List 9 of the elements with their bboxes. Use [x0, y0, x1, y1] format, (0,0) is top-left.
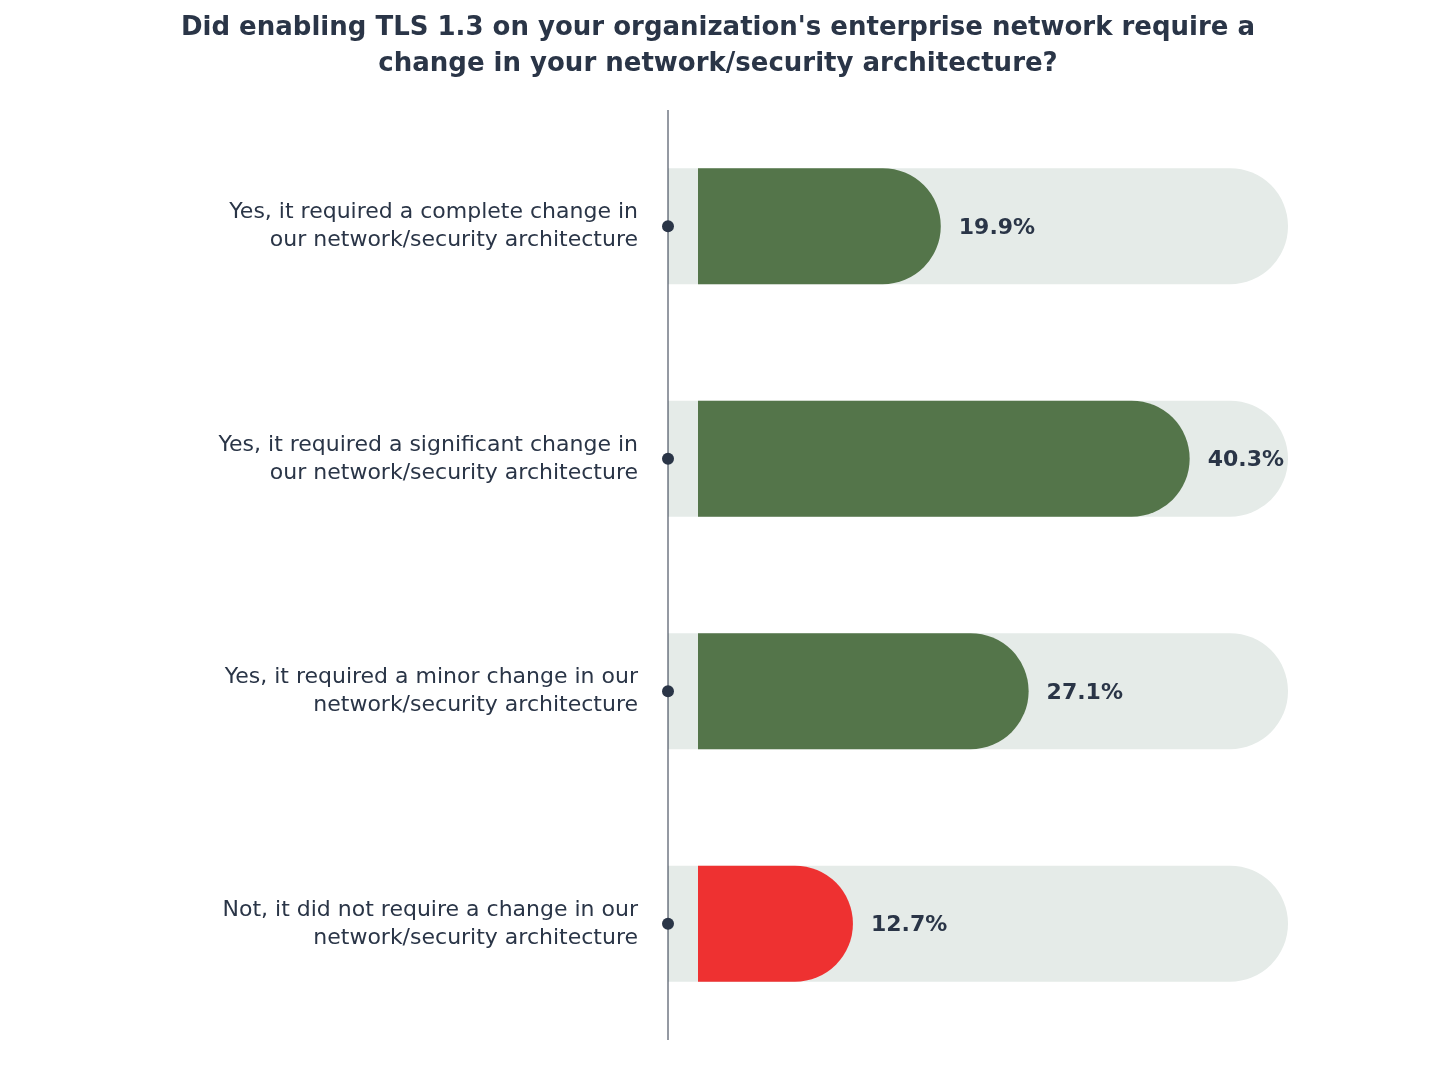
- y-tick-label: Yes, it required a minor change in our network/security architecture: [223, 663, 639, 717]
- y-tick-label: Not, it did not require a change in our network/security architecture: [222, 895, 639, 949]
- data-label: 27.1%: [1046, 678, 1123, 704]
- data-label: 12.7%: [870, 911, 948, 937]
- data-label: 40.3%: [1207, 446, 1284, 472]
- y-tick-label: Yes, it required a complete change in our network/security architecture: [228, 198, 638, 252]
- data-label: 19.9%: [958, 213, 1036, 239]
- chart-title: Did enabling TLS 1.3 on your organization's enterprise network require a change in your network/security architecture?: [179, 10, 1257, 79]
- y-tick-label: Yes, it required a significant change in our network/security architecture: [217, 430, 638, 484]
